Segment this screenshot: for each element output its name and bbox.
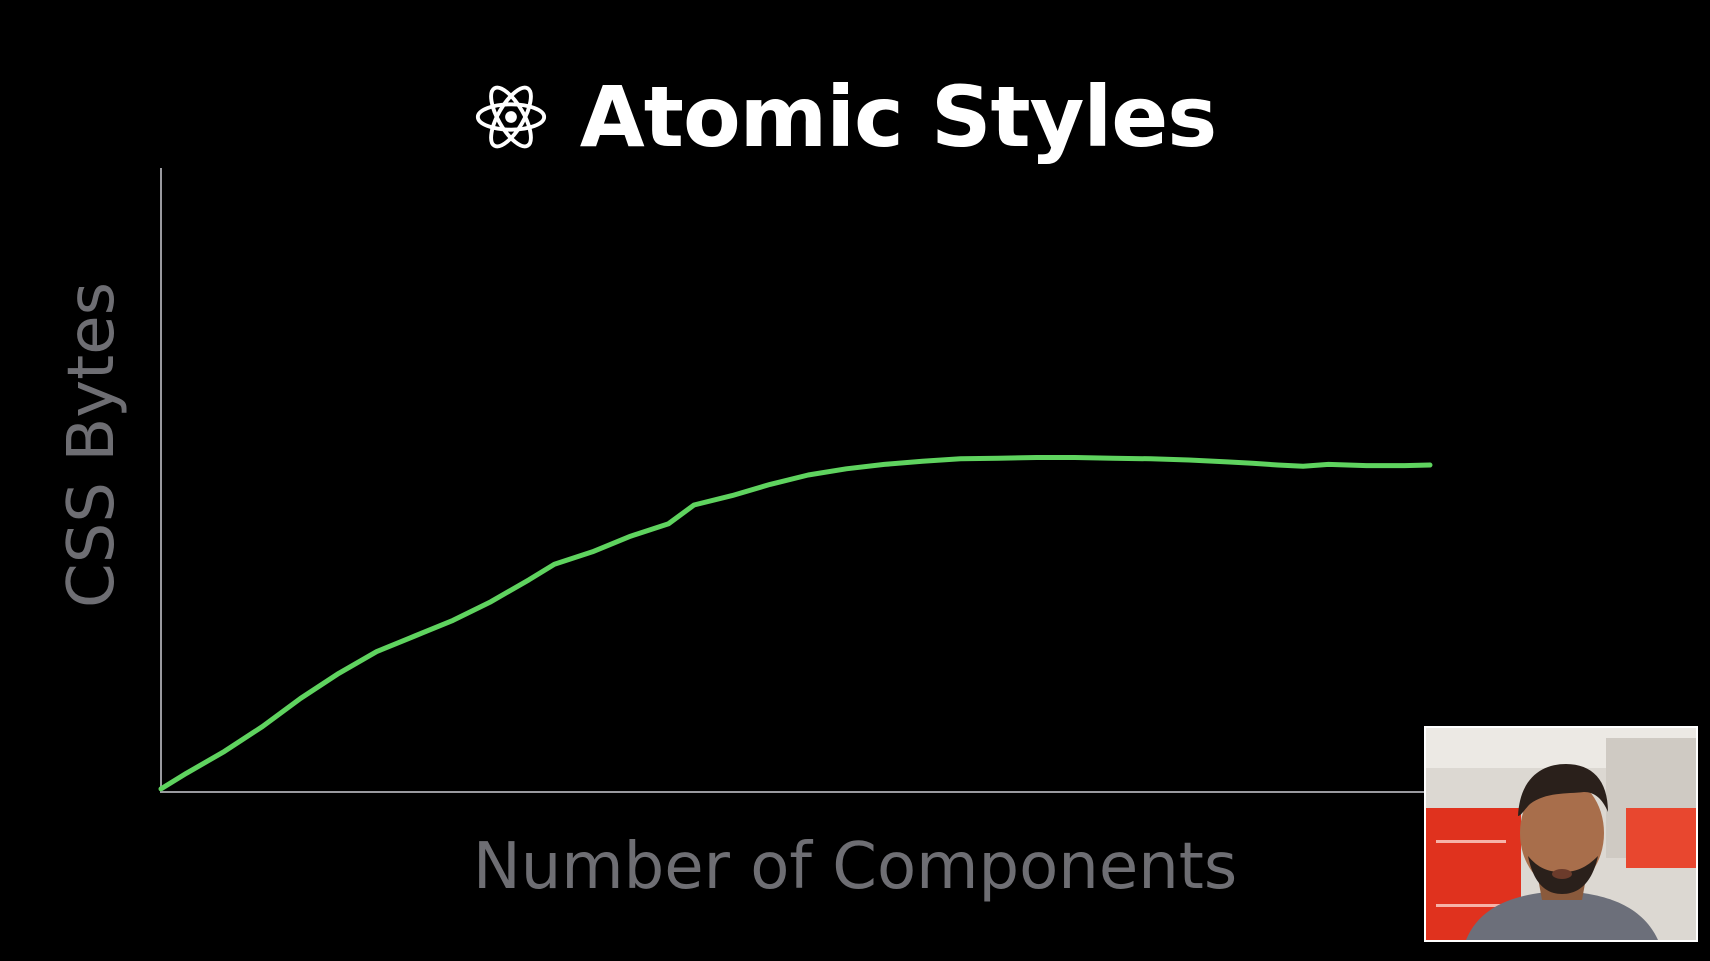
slide-title-row: Atomic Styles xyxy=(0,62,1710,172)
x-axis-label: Number of Components xyxy=(473,830,1237,904)
atom-icon xyxy=(475,85,546,149)
slide-title: Atomic Styles xyxy=(579,68,1217,166)
presenter-video-image xyxy=(1426,728,1696,940)
y-axis-label: CSS Bytes xyxy=(55,282,129,608)
presenter-video xyxy=(1424,726,1698,942)
series-line xyxy=(158,455,1433,792)
